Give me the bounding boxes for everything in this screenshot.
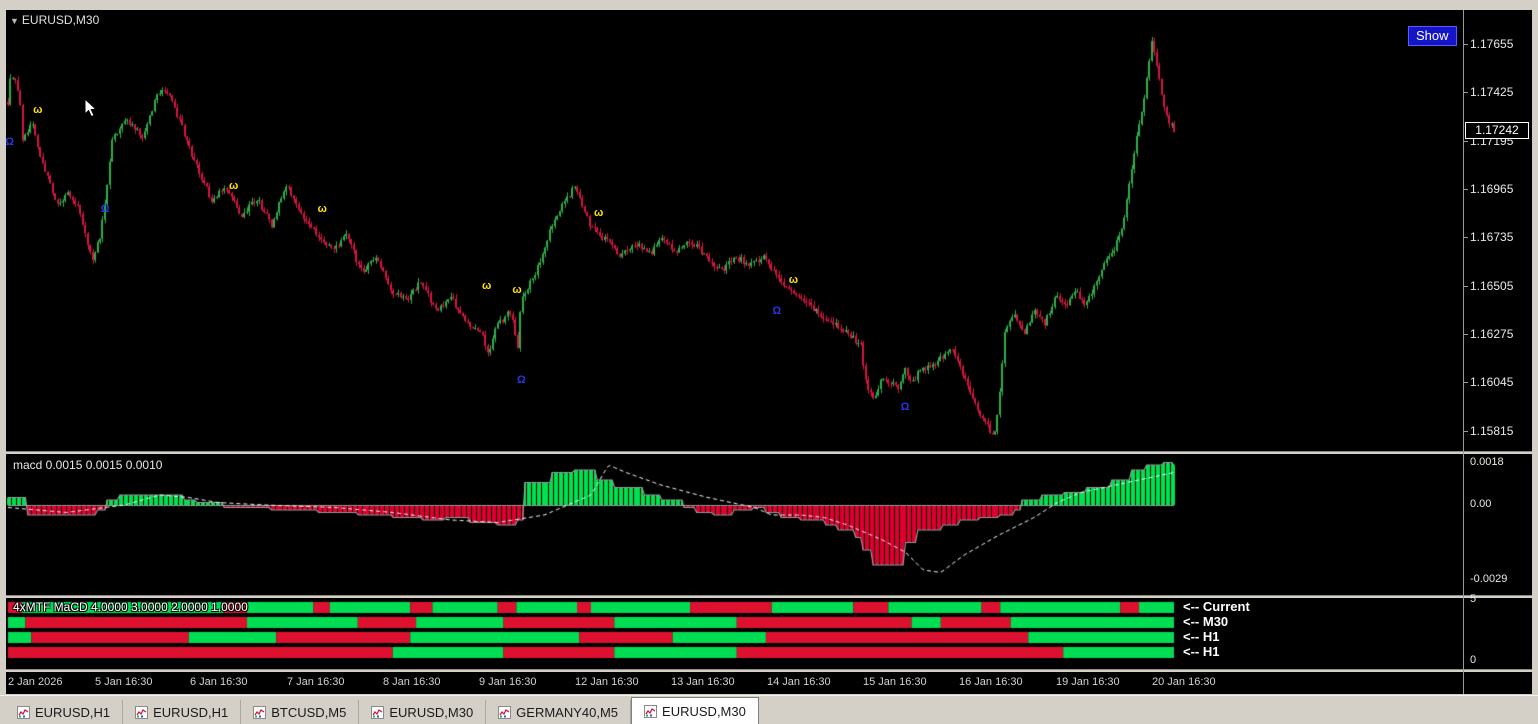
warning-signal-icon: ω <box>33 104 43 117</box>
mtf-axis-max: 5 <box>1470 593 1477 605</box>
chart-tab-icon <box>644 704 658 718</box>
mtf-axis-min: 0 <box>1470 654 1477 666</box>
panel-separator[interactable] <box>6 451 1532 454</box>
omega-signal-icon: Ω <box>772 304 782 317</box>
tab-label: EURUSD,H1 <box>153 704 229 720</box>
time-label: 12 Jan 16:30 <box>575 676 639 688</box>
tab-label: EURUSD,M30 <box>389 704 474 720</box>
panel-separator[interactable] <box>6 595 1532 598</box>
chart-tab-icon <box>371 705 385 719</box>
price-chart-canvas[interactable] <box>6 10 1463 451</box>
chart-tab-icon <box>135 705 149 719</box>
warning-signal-icon: ω <box>482 279 492 292</box>
time-label: 9 Jan 16:30 <box>479 676 537 688</box>
tab-label: EURUSD,M30 <box>662 703 746 719</box>
time-label: 14 Jan 16:30 <box>767 676 831 688</box>
chart-tab-icon <box>253 705 267 719</box>
time-label: 16 Jan 16:30 <box>959 676 1023 688</box>
tab-label: BTCUSD,M5 <box>271 704 347 720</box>
tab-eurusd-h1-2[interactable]: EURUSD,H1 <box>123 700 242 724</box>
current-price-tag: 1.17242 <box>1465 122 1529 139</box>
omega-signal-icon: Ω <box>100 202 110 215</box>
macd-canvas[interactable] <box>6 454 1463 595</box>
chart-tab-bar: EURUSD,H1 EURUSD,H1 BTCUSD,M5 EURUSD,M30… <box>0 695 1538 724</box>
tab-label: GERMANY40,M5 <box>516 704 619 720</box>
omega-signal-icon: Ω <box>517 373 526 386</box>
omega-signal-icon: Ω <box>6 135 14 148</box>
dropdown-triangle-icon: ▼ <box>10 16 19 26</box>
mtf-indicator-label: 4xMTF MaCD 4.0000 3.0000 2.0000 1.0000 <box>13 600 248 614</box>
price-axis[interactable]: 1.17655 1.17425 1.17195 1.16965 1.16735 … <box>1462 10 1532 694</box>
price-axis-label: 1.16045 <box>1462 375 1514 389</box>
warning-signal-icon: ω <box>317 202 327 215</box>
omega-signal-icon: Ω <box>900 401 910 414</box>
chart-tab-icon <box>498 705 512 719</box>
time-label: 5 Jan 16:30 <box>95 676 153 688</box>
warning-signal-icon: ω <box>512 284 522 297</box>
macd-axis-min: -0.0029 <box>1470 573 1508 585</box>
time-label: 6 Jan 16:30 <box>190 676 248 688</box>
macd-axis-max: 0.0018 <box>1470 456 1504 468</box>
mtf-row-label-h1b: <-- H1 <box>1183 644 1220 659</box>
tab-germany40-m5[interactable]: GERMANY40,M5 <box>486 700 632 724</box>
macd-axis-zero: 0.00 <box>1470 498 1492 510</box>
price-axis-label: 1.17655 <box>1462 37 1514 51</box>
warning-signal-icon: ω <box>229 179 239 192</box>
symbol-timeframe-label: ▼ EURUSD,M30 <box>10 13 100 27</box>
time-label: 19 Jan 16:30 <box>1056 676 1120 688</box>
price-axis-divider <box>1463 10 1464 694</box>
time-label: 20 Jan 16:30 <box>1152 676 1216 688</box>
macd-indicator-label: macd 0.0015 0.0015 0.0010 <box>13 458 163 472</box>
price-axis-label: 1.16275 <box>1462 327 1514 341</box>
mtf-row-label-current: <-- Current <box>1183 599 1250 614</box>
tab-eurusd-h1-1[interactable]: EURUSD,H1 <box>5 700 124 724</box>
panel-separator[interactable] <box>6 669 1532 672</box>
price-axis-label: 1.16965 <box>1462 182 1514 196</box>
mtf-macd-canvas[interactable] <box>6 598 1463 669</box>
time-label: 15 Jan 16:30 <box>863 676 927 688</box>
chart-window: ▼ EURUSD,M30 Show ω ω ω ω ω ω ω Ω Ω Ω Ω Ω macd 0.001… <box>6 10 1532 694</box>
time-label: 8 Jan 16:30 <box>383 676 441 688</box>
show-button[interactable]: Show <box>1408 26 1457 46</box>
mtf-row-label-h1a: <-- H1 <box>1183 629 1220 644</box>
mtf-macd-panel[interactable]: 4xMTF MaCD 4.0000 3.0000 2.0000 1.0000 <… <box>6 598 1463 669</box>
warning-signal-icon: ω <box>593 206 604 219</box>
price-axis-label: 1.17425 <box>1462 85 1514 99</box>
time-label: 7 Jan 16:30 <box>287 676 345 688</box>
macd-indicator-panel[interactable]: macd 0.0015 0.0015 0.0010 <box>6 454 1463 595</box>
mtf-row-label-m30: <-- M30 <box>1183 614 1229 629</box>
tab-label: EURUSD,H1 <box>35 704 111 720</box>
price-axis-label: 1.15815 <box>1462 424 1514 438</box>
price-chart-panel[interactable]: ▼ EURUSD,M30 Show ω ω ω ω ω ω ω Ω Ω Ω Ω Ω <box>6 10 1463 451</box>
price-axis-label: 1.16505 <box>1462 279 1514 293</box>
time-axis[interactable]: 2 Jan 2026 5 Jan 16:30 6 Jan 16:30 7 Jan… <box>6 672 1463 694</box>
warning-signal-icon: ω <box>788 273 798 286</box>
time-label: 2 Jan 2026 <box>8 676 63 688</box>
tab-btcusd-m5[interactable]: BTCUSD,M5 <box>241 700 360 724</box>
tab-eurusd-m30-1[interactable]: EURUSD,M30 <box>359 700 487 724</box>
tab-eurusd-m30-active[interactable]: EURUSD,M30 <box>631 697 759 724</box>
chart-tab-icon <box>17 705 30 719</box>
time-label: 13 Jan 16:30 <box>671 676 735 688</box>
price-axis-label: 1.16735 <box>1462 230 1514 244</box>
mouse-cursor-icon <box>84 98 98 118</box>
